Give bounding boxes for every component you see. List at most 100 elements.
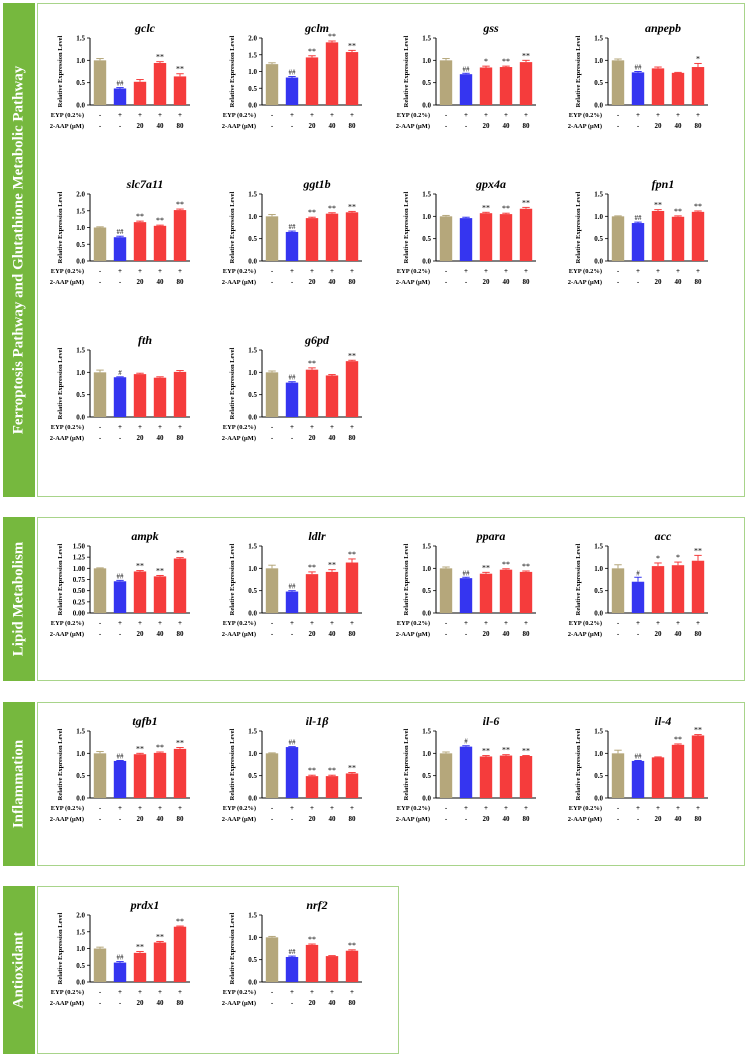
- eyp-value: -: [99, 267, 102, 275]
- bar: [173, 76, 187, 105]
- y-tick-label: 1.0: [248, 369, 257, 377]
- eyp-value: +: [464, 619, 468, 627]
- eyp-value: +: [138, 619, 142, 627]
- eyp-value: +: [118, 619, 122, 627]
- bar-chart: ampk Relative Expression Level 0.00 0.25 0.5…: [50, 529, 190, 638]
- aap-row-label: 2-AAP (μM): [568, 279, 602, 286]
- significance-mark: **: [156, 932, 164, 941]
- significance-mark: ##: [289, 739, 297, 747]
- eyp-value: -: [99, 423, 102, 431]
- aap-value: 40: [503, 278, 511, 286]
- bar: [265, 64, 279, 105]
- significance-mark: **: [308, 935, 316, 944]
- aap-value: 40: [157, 999, 165, 1007]
- eyp-value: -: [617, 804, 620, 812]
- eyp-value: +: [118, 804, 122, 812]
- significance-mark: ##: [635, 752, 643, 760]
- bar-chart: anpepb Relative Expression Level 0.0 0.5 1.0…: [568, 21, 708, 130]
- chart-panel: acc Relative Expression Level 0.0 0.5 1.0 1.5…: [568, 528, 738, 648]
- significance-mark: **: [156, 53, 164, 62]
- significance-mark: **: [502, 204, 510, 213]
- bar: [325, 571, 339, 613]
- bar: [113, 88, 127, 105]
- eyp-value: +: [118, 111, 122, 119]
- significance-mark: **: [176, 65, 184, 74]
- eyp-row-label: EYP (0.2%): [51, 989, 84, 996]
- eyp-value: +: [290, 988, 294, 996]
- aap-value: -: [291, 630, 294, 638]
- bar: [325, 375, 339, 417]
- bar: [345, 950, 359, 982]
- aap-value: 40: [503, 815, 511, 823]
- aap-value: -: [99, 999, 102, 1007]
- bar: [345, 52, 359, 105]
- aap-value: 20: [483, 122, 491, 130]
- significance-mark: **: [348, 41, 356, 50]
- eyp-row-label: EYP (0.2%): [223, 805, 256, 812]
- chart-title: acc: [655, 529, 672, 543]
- significance-mark: **: [176, 549, 184, 558]
- aap-value: -: [465, 122, 468, 130]
- significance-mark: ##: [289, 583, 297, 591]
- y-tick-label: 0.0: [248, 102, 257, 110]
- eyp-value: +: [524, 267, 528, 275]
- aap-value: 20: [655, 122, 663, 130]
- bar-chart: gss Relative Expression Level 0.0 0.5 1.0 1.5…: [396, 21, 536, 130]
- bar-chart: ggt1b Relative Expression Level 0.0 0.5 1.0 1…: [222, 177, 362, 286]
- eyp-value: +: [696, 804, 700, 812]
- significance-mark: **: [348, 550, 356, 559]
- eyp-value: +: [138, 111, 142, 119]
- eyp-value: +: [656, 111, 660, 119]
- chart-panel: nrf2 Relative Expression Level 0.0 0.5 1.0 1.…: [222, 897, 392, 1017]
- eyp-value: +: [696, 619, 700, 627]
- bar: [459, 74, 473, 105]
- bar: [113, 581, 127, 613]
- significance-mark: **: [348, 764, 356, 773]
- y-tick-label: 0.5: [594, 772, 603, 780]
- bar-chart: tgfb1 Relative Expression Level 0.0 0.5 1.0 1…: [50, 714, 190, 823]
- bar: [691, 735, 705, 798]
- bar: [671, 72, 685, 105]
- significance-mark: **: [694, 546, 702, 555]
- aap-row-label: 2-AAP (μM): [222, 631, 256, 638]
- chart-title: tgfb1: [132, 714, 157, 728]
- significance-mark: **: [348, 941, 356, 950]
- eyp-value: -: [617, 267, 620, 275]
- eyp-value: +: [676, 619, 680, 627]
- y-tick-label: 1.0: [594, 213, 603, 221]
- bar: [305, 218, 319, 261]
- chart-panel: gpx4a Relative Expression Level 0.0 0.5 1.0 1…: [396, 176, 566, 296]
- y-tick-label: 0.0: [248, 414, 257, 422]
- y-tick-label: 1.0: [594, 57, 603, 65]
- eyp-value: -: [99, 111, 102, 119]
- bar: [691, 560, 705, 613]
- bar: [345, 562, 359, 613]
- chart-title: gss: [482, 21, 499, 35]
- y-axis-label: Relative Expression Level: [57, 35, 64, 107]
- aap-value: 20: [137, 999, 145, 1007]
- section-label-ferroptosis: Ferroptosis Pathway and Glutathione Meta…: [3, 3, 35, 497]
- y-tick-label: 0.00: [73, 610, 86, 618]
- eyp-value: +: [178, 619, 182, 627]
- bar: [439, 216, 453, 261]
- y-tick-label: 1.5: [422, 191, 431, 199]
- aap-value: 80: [695, 278, 703, 286]
- y-tick-label: 2.0: [248, 35, 257, 43]
- bar: [305, 944, 319, 982]
- eyp-value: +: [290, 804, 294, 812]
- y-axis-label: Relative Expression Level: [403, 191, 410, 263]
- bar: [153, 377, 167, 417]
- eyp-value: -: [271, 804, 274, 812]
- aap-value: -: [445, 278, 448, 286]
- bar: [345, 212, 359, 261]
- chart-title: anpepb: [645, 21, 681, 35]
- aap-value: -: [445, 815, 448, 823]
- significance-mark: **: [176, 917, 184, 926]
- chart-panel: gclm Relative Expression Level 0.0 0.5 1.0 1.…: [222, 20, 392, 140]
- aap-value: -: [445, 630, 448, 638]
- aap-value: 40: [329, 999, 337, 1007]
- significance-mark: ##: [289, 948, 297, 956]
- bar-chart: ldlr Relative Expression Level 0.0 0.5 1.0 1.…: [222, 529, 362, 638]
- eyp-value: +: [464, 804, 468, 812]
- y-tick-label: 0.5: [594, 235, 603, 243]
